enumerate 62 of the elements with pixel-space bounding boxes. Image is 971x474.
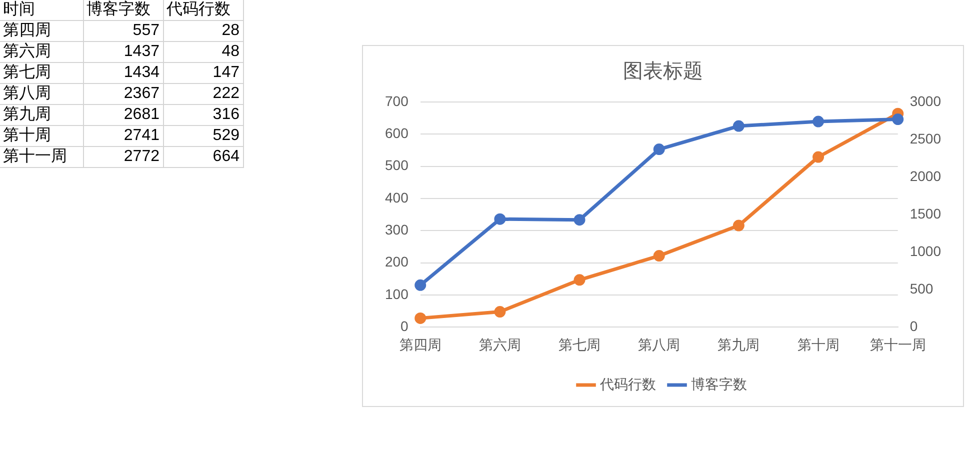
legend-label: 博客字数 bbox=[691, 376, 747, 392]
text: 博客字数 bbox=[83, 0, 163, 20]
x-tick-label: 第十一周 bbox=[870, 336, 926, 352]
category-label: 第七周 bbox=[0, 62, 83, 84]
point bbox=[574, 274, 586, 286]
y2-tick-label: 1000 bbox=[910, 242, 942, 259]
data-label: 1434 bbox=[83, 62, 163, 84]
text: 代码行数 bbox=[163, 0, 243, 20]
y2-tick-label: 500 bbox=[910, 280, 934, 297]
data-label: 222 bbox=[163, 84, 243, 104]
data-label: 48 bbox=[163, 42, 243, 62]
x-tick-label: 第八周 bbox=[638, 336, 680, 352]
chart-title: 图表标题 bbox=[623, 60, 703, 83]
point bbox=[812, 116, 824, 128]
data-label: 316 bbox=[163, 104, 243, 126]
text: 时间 bbox=[0, 0, 83, 20]
point bbox=[732, 220, 744, 232]
y2-tick-label: 1500 bbox=[910, 205, 942, 222]
category-label: 第十一周 bbox=[0, 146, 83, 168]
y-tick-label: 0 bbox=[400, 318, 409, 334]
y2-tick-label: 2000 bbox=[910, 168, 942, 184]
category-label: 第六周 bbox=[0, 42, 83, 62]
point bbox=[574, 214, 586, 226]
y-tick-label: 400 bbox=[385, 189, 409, 206]
point bbox=[812, 151, 824, 163]
y-tick-label: 300 bbox=[385, 222, 409, 238]
data-label: 2681 bbox=[83, 104, 163, 126]
data-label: 28 bbox=[163, 20, 243, 42]
legend-label: 代码行数 bbox=[599, 376, 656, 392]
data-label: 147 bbox=[163, 62, 243, 84]
category-label: 第十周 bbox=[0, 126, 83, 146]
point bbox=[653, 144, 665, 156]
point bbox=[653, 250, 665, 262]
data-label: 2741 bbox=[83, 126, 163, 146]
data-label: 529 bbox=[163, 126, 243, 146]
data-label: 664 bbox=[163, 146, 243, 168]
point bbox=[414, 312, 426, 324]
point bbox=[732, 120, 744, 132]
y2-tick-label: 0 bbox=[910, 318, 918, 334]
x-tick-label: 第六周 bbox=[478, 336, 521, 352]
x-tick-label: 第四周 bbox=[399, 336, 442, 352]
data-label: 2772 bbox=[83, 146, 163, 168]
data-label: 1437 bbox=[83, 42, 163, 62]
category-label: 第九周 bbox=[0, 104, 83, 126]
point bbox=[494, 213, 506, 225]
y-tick-label: 200 bbox=[385, 254, 409, 270]
x-tick-label: 第七周 bbox=[558, 336, 601, 352]
y-tick-label: 700 bbox=[385, 92, 409, 109]
y-tick-label: 500 bbox=[385, 157, 409, 174]
x-tick-label: 第九周 bbox=[718, 336, 760, 352]
point bbox=[494, 306, 506, 318]
point bbox=[892, 114, 904, 126]
y2-tick-label: 3000 bbox=[910, 92, 942, 109]
category-label: 第八周 bbox=[0, 84, 83, 104]
data-label: 557 bbox=[83, 20, 163, 42]
point bbox=[414, 279, 426, 291]
y-tick-label: 100 bbox=[385, 286, 409, 302]
data-label: 2367 bbox=[83, 84, 163, 104]
y-tick-label: 600 bbox=[385, 125, 409, 142]
category-label: 第四周 bbox=[0, 20, 83, 42]
y2-tick-label: 2500 bbox=[910, 130, 942, 146]
x-tick-label: 第十周 bbox=[797, 336, 840, 352]
